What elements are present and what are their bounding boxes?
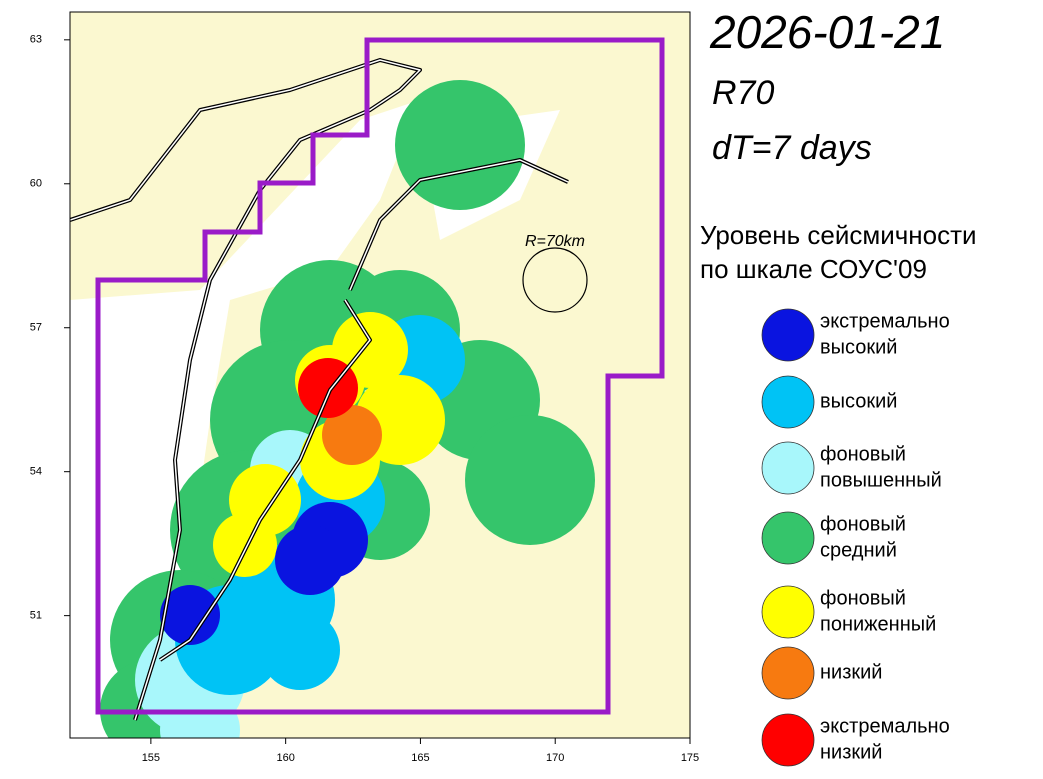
level-dark-blue	[160, 502, 368, 645]
x-tick-label: 175	[681, 752, 699, 764]
level-orange	[322, 405, 382, 465]
y-tick-label: 51	[30, 610, 42, 622]
x-tick-label: 160	[276, 752, 294, 764]
legend-label: средний	[820, 539, 897, 561]
subtitle: R70	[712, 74, 774, 112]
legend-label: высокий	[820, 336, 897, 358]
y-tick-label: 57	[30, 322, 42, 334]
legend-label: низкий	[820, 661, 882, 683]
legend-label: низкий	[820, 741, 882, 763]
legend-label: пониженный	[820, 613, 936, 635]
legend-swatch	[761, 585, 815, 639]
legend-swatch	[761, 375, 815, 429]
legend-swatch	[761, 441, 815, 495]
legend-label: фоновый	[820, 443, 906, 465]
legend-title: по шкале СОУС'09	[700, 254, 927, 284]
map-area: R=70km	[70, 12, 690, 738]
legend-label: высокий	[820, 390, 897, 412]
radius-label: R=70km	[525, 233, 585, 250]
study-region	[95, 37, 665, 715]
legend-label: экстремально	[820, 310, 950, 332]
coastline-inner	[70, 59, 569, 721]
x-tick-label: 155	[142, 752, 160, 764]
legend-label: фоновый	[820, 587, 906, 609]
legend-swatch	[761, 511, 815, 565]
legend-swatch	[761, 713, 815, 767]
legend-swatch	[761, 308, 815, 362]
y-tick-label: 60	[30, 178, 42, 190]
legend-title: Уровень сейсмичности	[700, 220, 977, 250]
y-tick-label: 63	[30, 34, 42, 46]
legend-label: фоновый	[820, 513, 906, 535]
map-frame	[69, 11, 691, 739]
legend-label: экстремально	[820, 715, 950, 737]
x-tick-label: 170	[546, 752, 564, 764]
legend-swatch	[761, 646, 815, 700]
legend-label: повышенный	[820, 469, 942, 491]
y-tick-label: 54	[30, 466, 42, 478]
date-title: 2026-01-21	[709, 6, 945, 58]
window: dT=7 days	[712, 129, 872, 167]
x-tick-label: 165	[411, 752, 429, 764]
radius-circle	[522, 247, 588, 313]
